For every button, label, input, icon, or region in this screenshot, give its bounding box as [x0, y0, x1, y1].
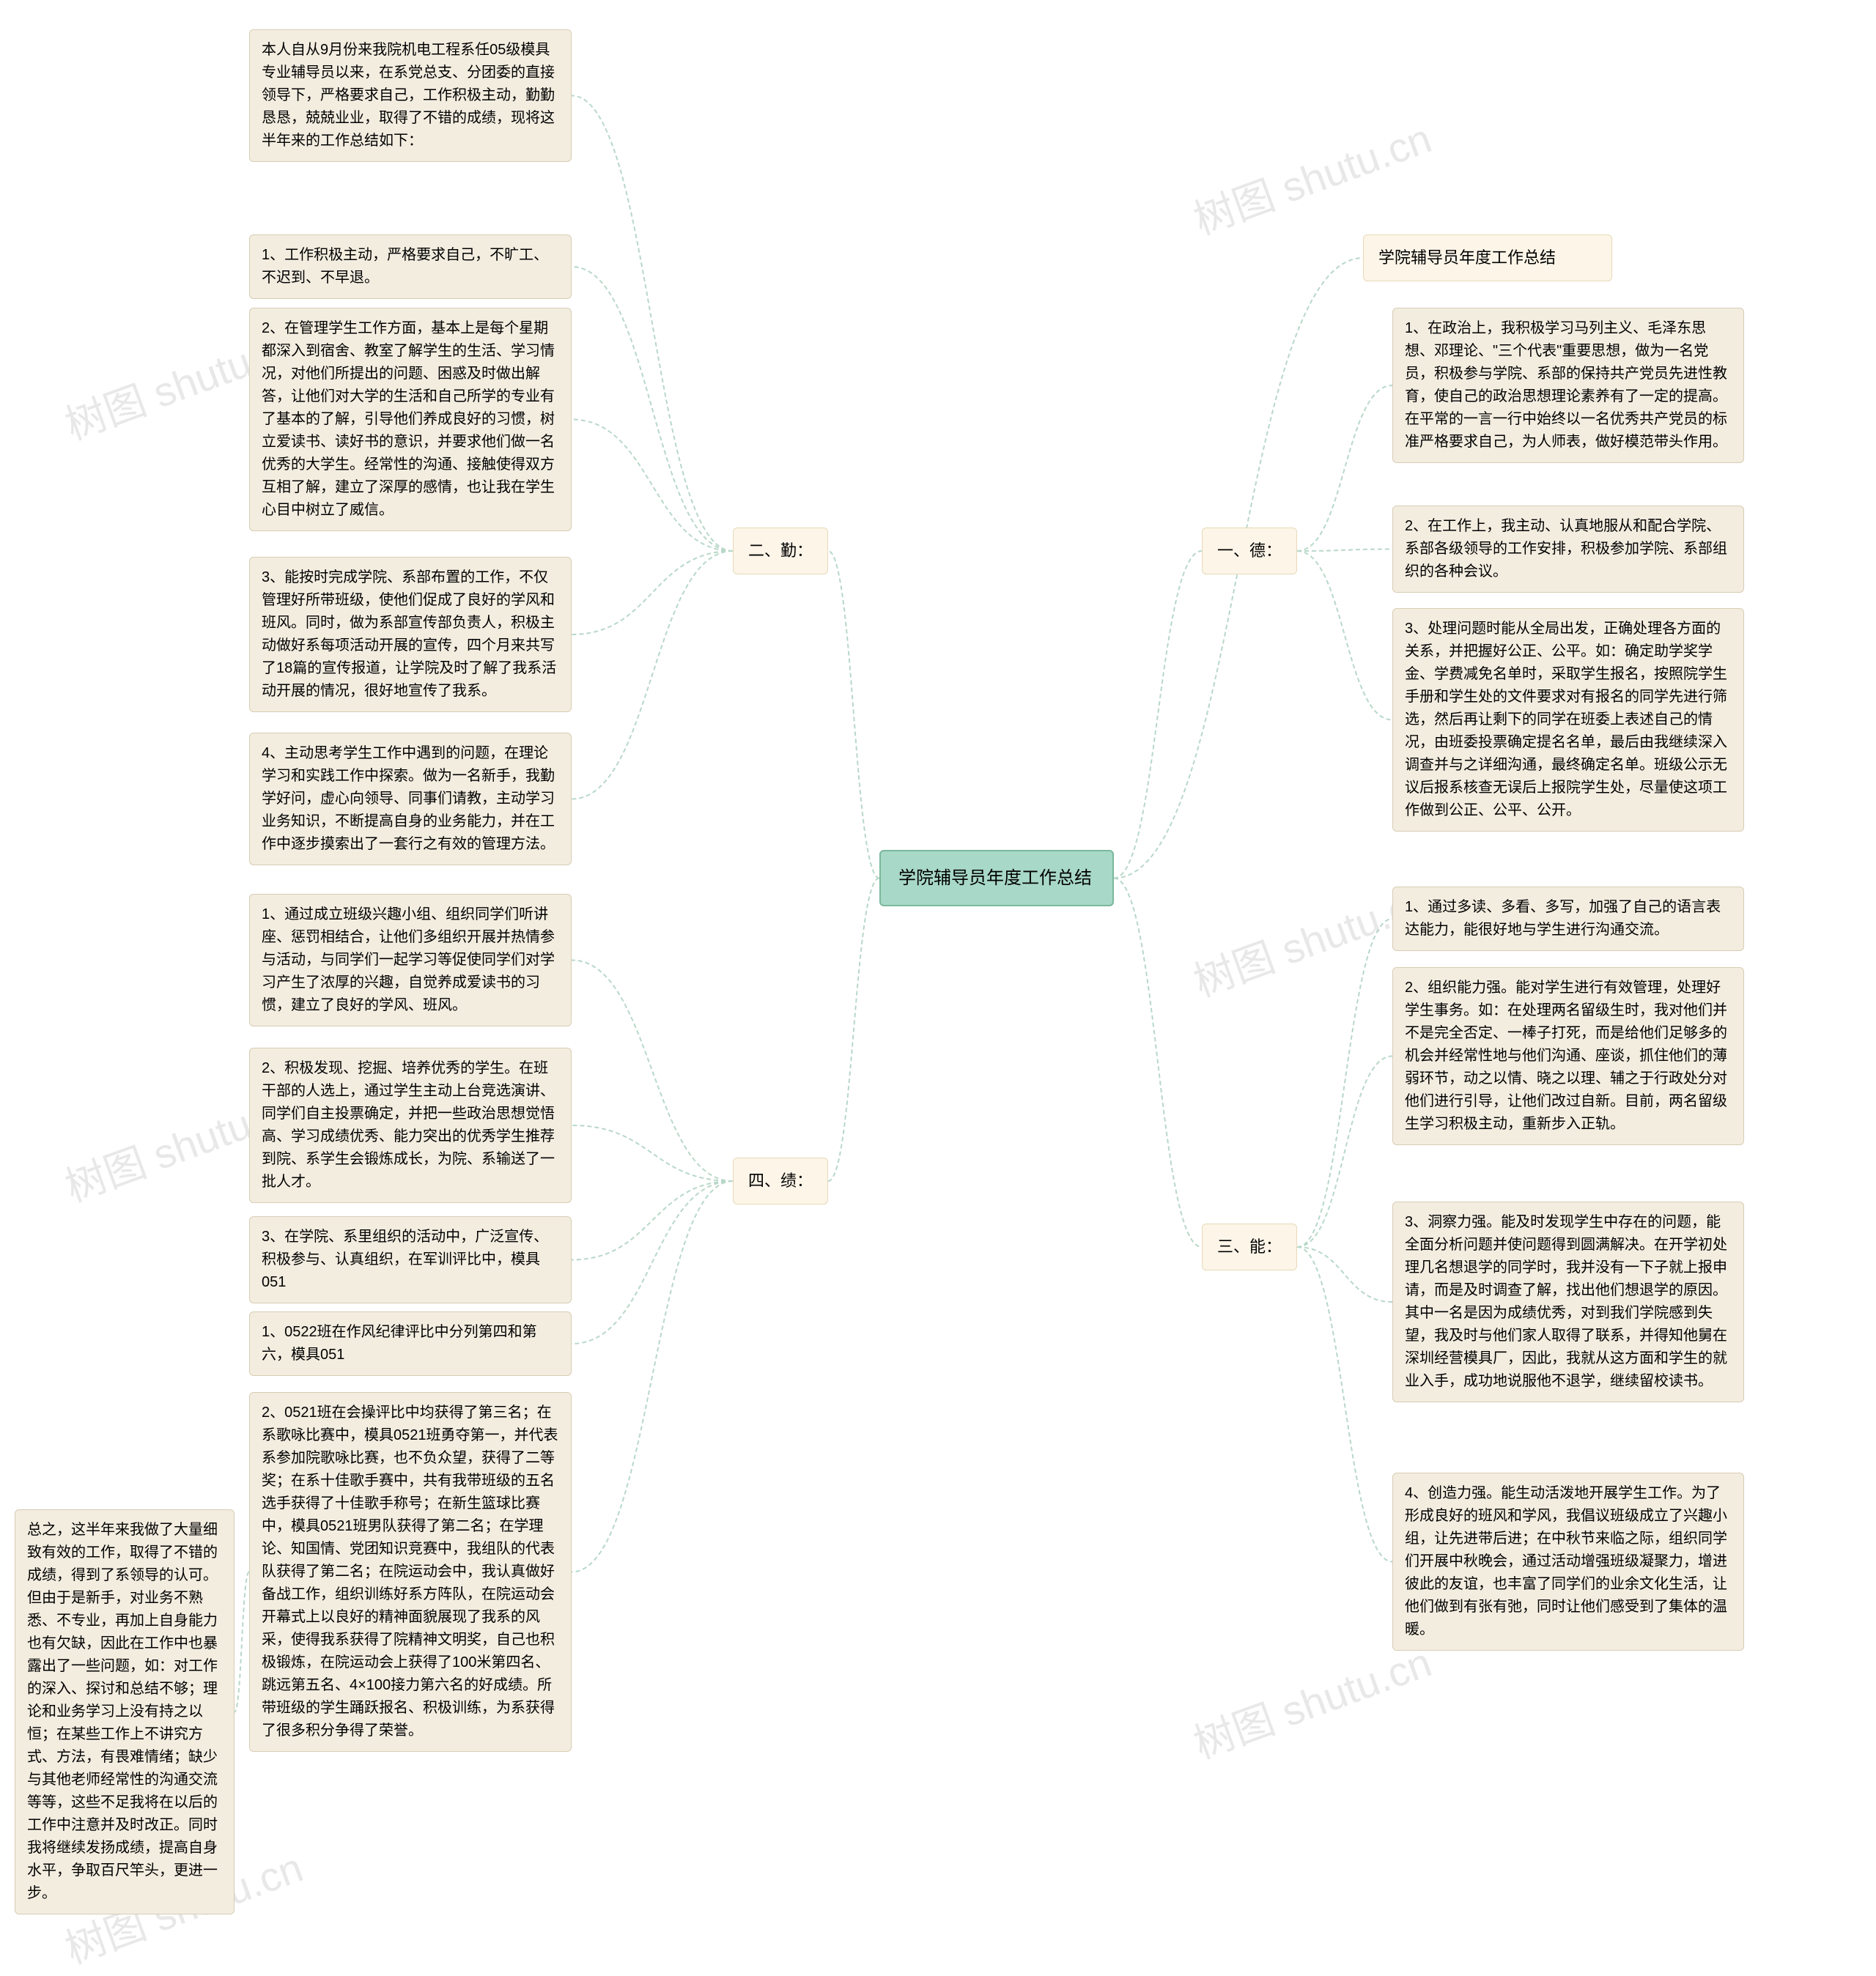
node-text: 2、在管理学生工作方面，基本上是每个星期都深入到宿舍、教室了解学生的生活、学习情…	[262, 320, 555, 518]
node-text: 二、勤：	[748, 541, 813, 560]
mindmap-node-neng: 三、能：	[1202, 1224, 1297, 1270]
mindmap-node-de_2: 2、在工作上，我主动、认真地服从和配合学院、系部各级领导的工作安排，积极参加学院…	[1392, 506, 1744, 593]
mindmap-node-de_3: 3、处理问题时能从全局出发，正确处理各方面的关系，并把握好公正、公平。如：确定助…	[1392, 608, 1744, 832]
mindmap-node-qin_2: 2、在管理学生工作方面，基本上是每个星期都深入到宿舍、教室了解学生的生活、学习情…	[249, 308, 572, 531]
mindmap-node-qin: 二、勤：	[733, 528, 828, 574]
mindmap-node-summary: 总之，这半年来我做了大量细致有效的工作，取得了不错的成绩，得到了系领导的认可。但…	[15, 1509, 234, 1914]
node-text: 1、工作积极主动，严格要求自己，不旷工、不迟到、不早退。	[262, 247, 548, 286]
watermark: 树图 shutu.cn	[1184, 1629, 1439, 1770]
node-text: 学院辅导员年度工作总结	[1378, 248, 1556, 267]
node-text: 四、绩：	[748, 1172, 813, 1190]
node-text: 3、洞察力强。能及时发现学生中存在的问题，能全面分析问题并使问题得到圆满解决。在…	[1405, 1214, 1727, 1389]
node-text: 2、0521班在会操评比中均获得了第三名；在系歌咏比赛中，模具0521班勇夺第一…	[262, 1405, 558, 1739]
mindmap-node-neng_3: 3、洞察力强。能及时发现学生中存在的问题，能全面分析问题并使问题得到圆满解决。在…	[1392, 1202, 1744, 1402]
node-text: 4、创造力强。能生动活泼地开展学生工作。为了形成良好的班风和学风，我倡议班级成立…	[1405, 1485, 1727, 1638]
node-text: 三、能：	[1217, 1237, 1282, 1256]
node-text: 3、在学院、系里组织的活动中，广泛宣传、积极参与、认真组织，在军训评比中，模具0…	[262, 1229, 548, 1290]
mindmap-node-neng_1: 1、通过多读、多看、多写，加强了自己的语言表达能力，能很好地与学生进行沟通交流。	[1392, 887, 1744, 951]
mindmap-node-qin_1: 1、工作积极主动，严格要求自己，不旷工、不迟到、不早退。	[249, 234, 572, 299]
node-text: 3、能按时完成学院、系部布置的工作，不仅管理好所带班级，使他们促成了良好的学风和…	[262, 569, 556, 699]
mindmap-node-ji_1: 1、通过成立班级兴趣小组、组织同学们听讲座、惩罚相结合，让他们多组织开展并热情参…	[249, 894, 572, 1026]
node-text: 2、积极发现、挖掘、培养优秀的学生。在班干部的人选上，通过学生主动上台竞选演讲、…	[262, 1060, 555, 1190]
node-text: 学院辅导员年度工作总结	[898, 868, 1092, 888]
node-text: 4、主动思考学生工作中遇到的问题，在理论学习和实践工作中探索。做为一名新手，我勤…	[262, 745, 555, 852]
mindmap-node-qin_4: 4、主动思考学生工作中遇到的问题，在理论学习和实践工作中探索。做为一名新手，我勤…	[249, 733, 572, 865]
watermark: 树图 shutu.cn	[1184, 106, 1439, 246]
mindmap-node-neng_4: 4、创造力强。能生动活泼地开展学生工作。为了形成良好的班风和学风，我倡议班级成立…	[1392, 1473, 1744, 1651]
mindmap-node-center: 学院辅导员年度工作总结	[879, 850, 1114, 906]
mindmap-node-qin_intro: 本人自从9月份来我院机电工程系任05级模具专业辅导员以来，在系党总支、分团委的直…	[249, 29, 572, 162]
mindmap-node-right_title: 学院辅导员年度工作总结	[1363, 234, 1612, 281]
mindmap-node-neng_2: 2、组织能力强。能对学生进行有效管理，处理好学生事务。如：在处理两名留级生时，我…	[1392, 967, 1744, 1145]
node-text: 本人自从9月份来我院机电工程系任05级模具专业辅导员以来，在系党总支、分团委的直…	[262, 42, 555, 149]
mindmap-node-de: 一、德：	[1202, 528, 1297, 574]
mindmap-node-ji: 四、绩：	[733, 1158, 828, 1205]
mindmap-node-qin_3: 3、能按时完成学院、系部布置的工作，不仅管理好所带班级，使他们促成了良好的学风和…	[249, 557, 572, 712]
node-text: 2、在工作上，我主动、认真地服从和配合学院、系部各级领导的工作安排，积极参加学院…	[1405, 518, 1727, 580]
node-text: 1、通过多读、多看、多写，加强了自己的语言表达能力，能很好地与学生进行沟通交流。	[1405, 899, 1721, 938]
node-text: 2、组织能力强。能对学生进行有效管理，处理好学生事务。如：在处理两名留级生时，我…	[1405, 980, 1727, 1132]
mindmap-node-ji_4: 1、0522班在作风纪律评比中分列第四和第六，模具051	[249, 1311, 572, 1376]
node-text: 1、在政治上，我积极学习马列主义、毛泽东思想、邓理论、"三个代表"重要思想，做为…	[1405, 320, 1727, 450]
mindmap-node-ji_3: 3、在学院、系里组织的活动中，广泛宣传、积极参与、认真组织，在军训评比中，模具0…	[249, 1216, 572, 1303]
node-text: 总之，这半年来我做了大量细致有效的工作，取得了不错的成绩，得到了系领导的认可。但…	[27, 1522, 218, 1901]
mindmap-node-ji_2: 2、积极发现、挖掘、培养优秀的学生。在班干部的人选上，通过学生主动上台竞选演讲、…	[249, 1048, 572, 1203]
node-text: 1、通过成立班级兴趣小组、组织同学们听讲座、惩罚相结合，让他们多组织开展并热情参…	[262, 906, 555, 1013]
node-text: 3、处理问题时能从全局出发，正确处理各方面的关系，并把握好公正、公平。如：确定助…	[1405, 621, 1727, 818]
mindmap-node-de_1: 1、在政治上，我积极学习马列主义、毛泽东思想、邓理论、"三个代表"重要思想，做为…	[1392, 308, 1744, 463]
node-text: 一、德：	[1217, 541, 1282, 560]
mindmap-node-ji_5: 2、0521班在会操评比中均获得了第三名；在系歌咏比赛中，模具0521班勇夺第一…	[249, 1392, 572, 1752]
node-text: 1、0522班在作风纪律评比中分列第四和第六，模具051	[262, 1324, 537, 1363]
